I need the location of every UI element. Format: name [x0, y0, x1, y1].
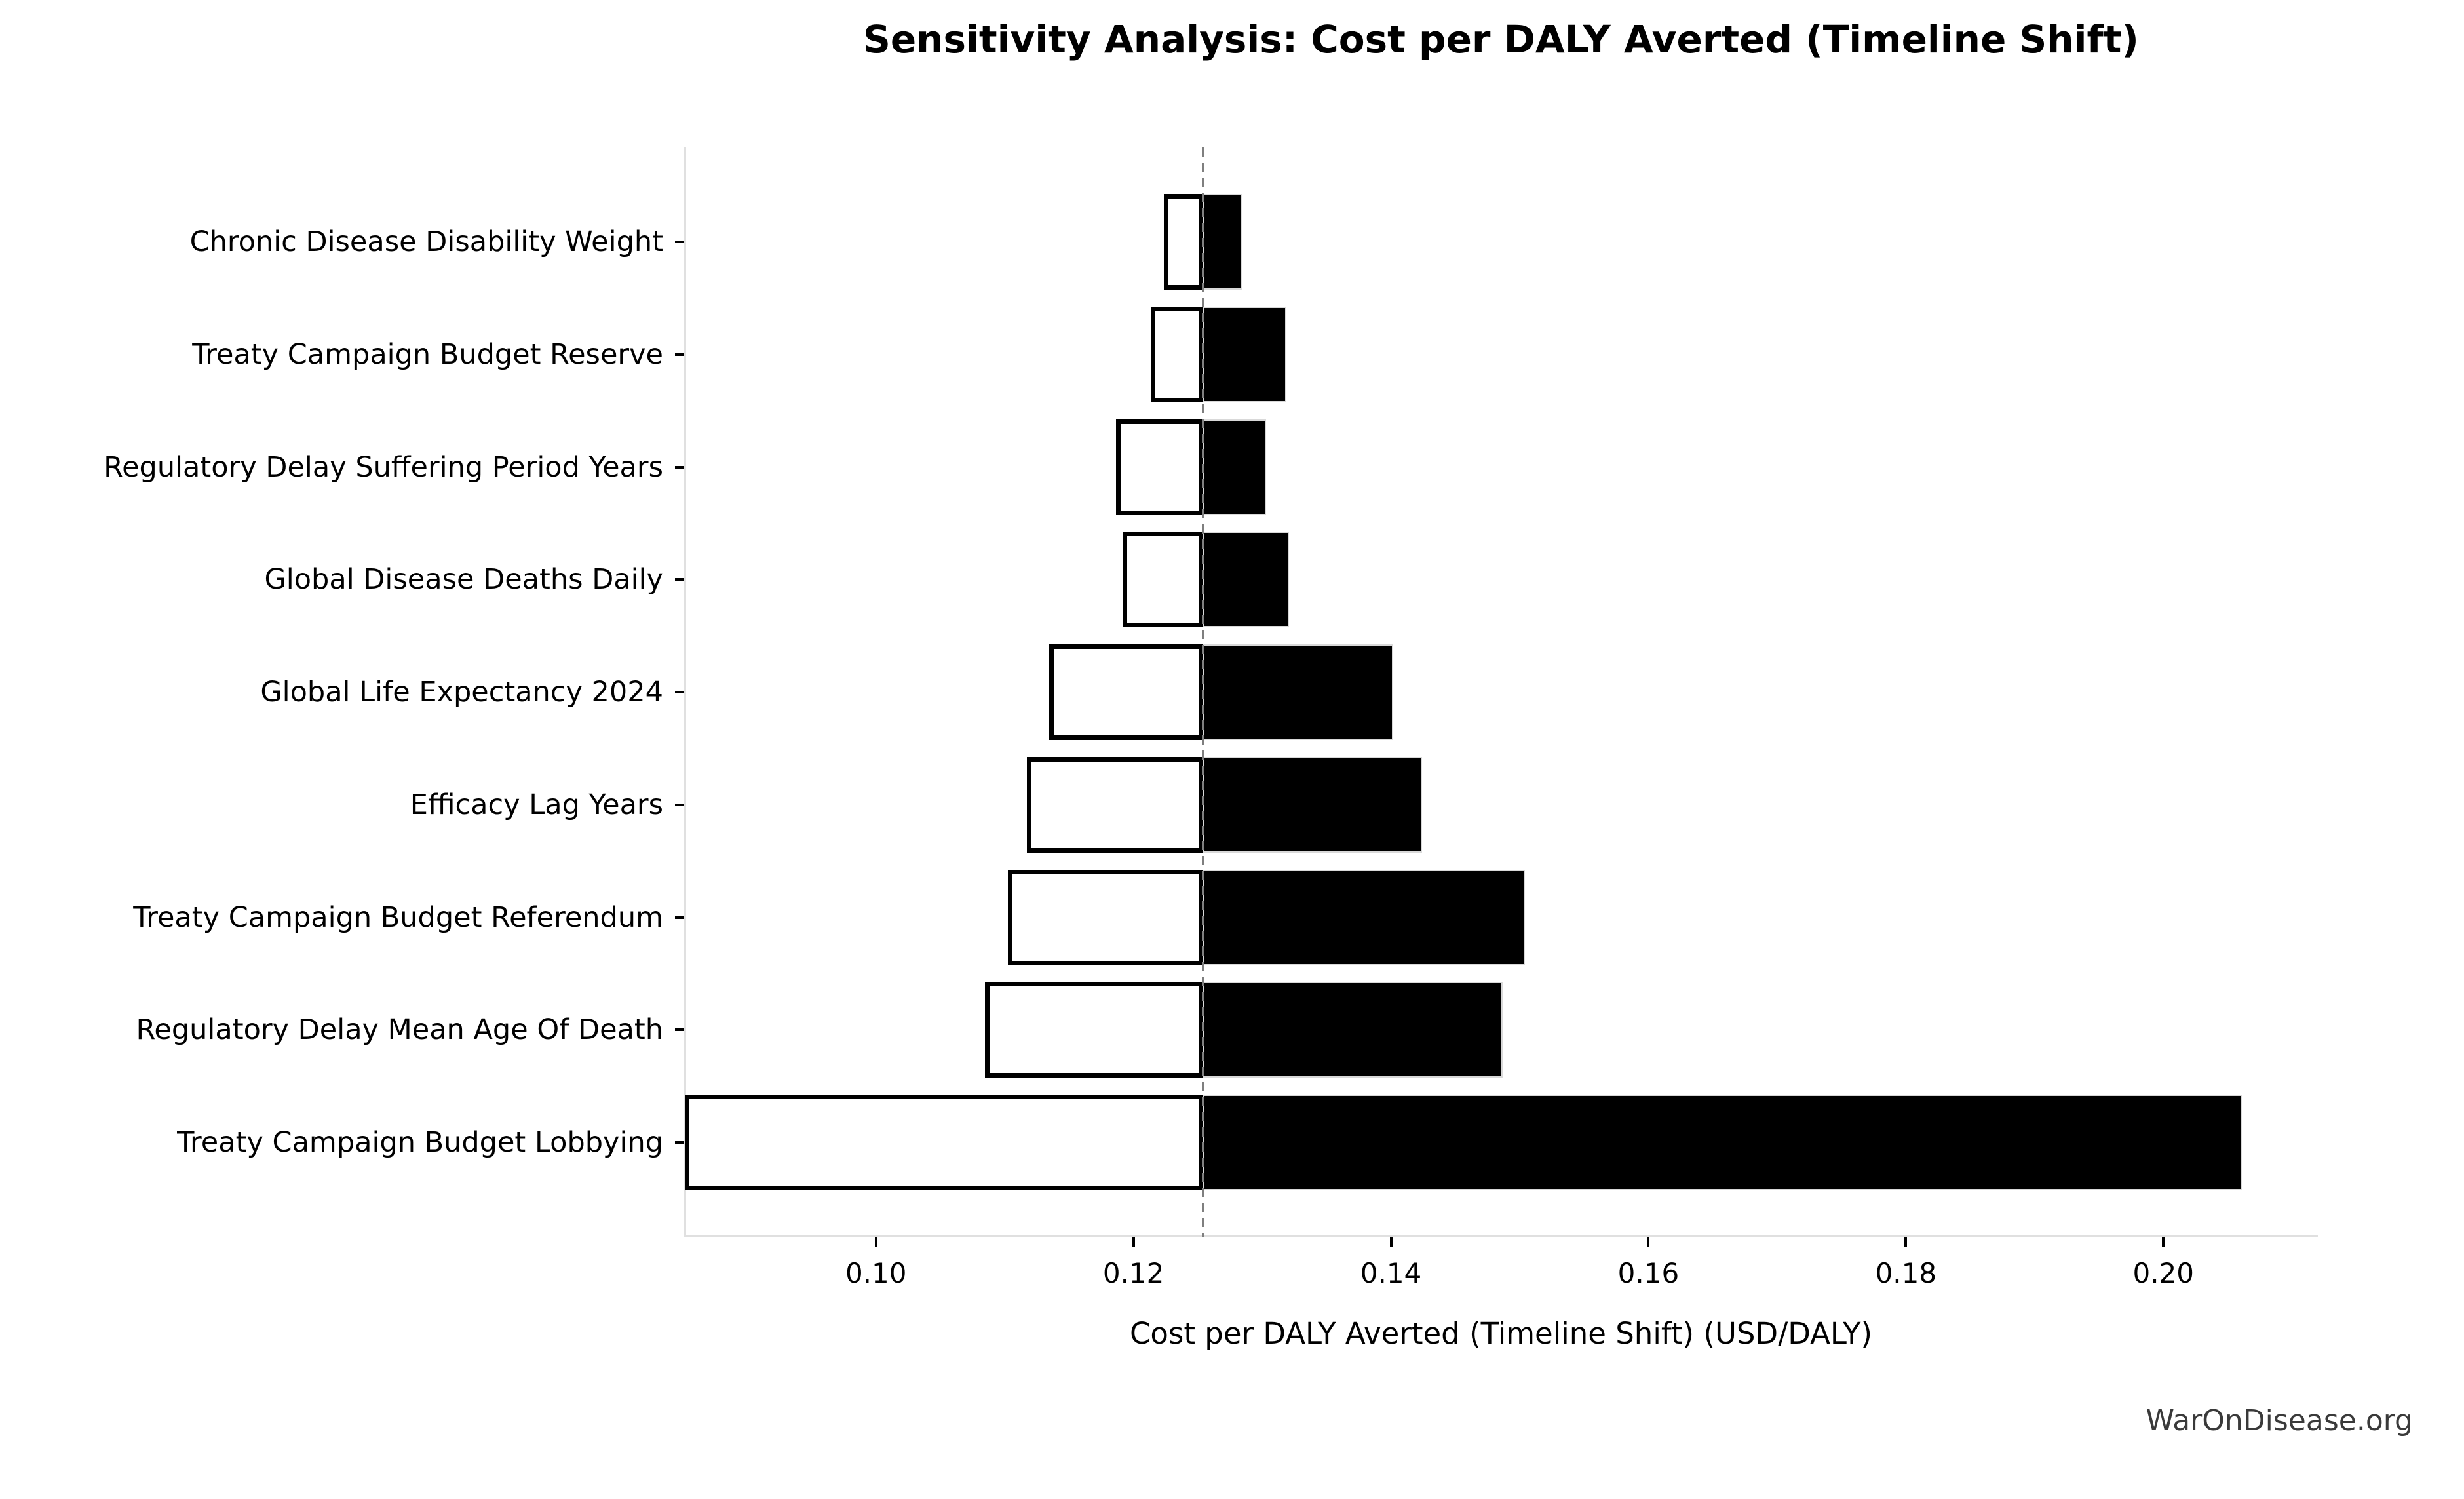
y-tick-label-1: Treaty Campaign Budget Reserve: [192, 338, 663, 371]
x-tick-mark-2: [1389, 1237, 1393, 1247]
y-tick-label-7: Regulatory Delay Mean Age Of Death: [136, 1013, 663, 1047]
y-tick-mark-4: [675, 691, 684, 693]
bar-low-2: [1116, 419, 1203, 515]
y-tick-mark-8: [675, 1141, 684, 1144]
y-tick-label-2: Regulatory Delay Suffering Period Years: [104, 450, 663, 484]
bar-low-5: [1027, 756, 1203, 853]
x-tick-mark-3: [1647, 1237, 1650, 1247]
y-tick-label-0: Chronic Disease Disability Weight: [189, 225, 663, 258]
bar-high-4: [1203, 644, 1394, 740]
x-tick-mark-5: [2162, 1237, 2165, 1247]
y-tick-mark-2: [675, 465, 684, 469]
bar-low-8: [684, 1095, 1203, 1190]
x-tick-label-2: 0.14: [1360, 1257, 1422, 1289]
y-tick-mark-6: [675, 916, 684, 919]
bar-low-3: [1122, 532, 1203, 628]
x-tick-label-0: 0.10: [845, 1257, 907, 1289]
y-tick-mark-1: [675, 353, 684, 356]
bar-high-6: [1203, 869, 1525, 965]
y-tick-mark-3: [675, 578, 684, 581]
y-tick-label-5: Efficacy Lag Years: [410, 788, 663, 821]
bar-low-0: [1163, 194, 1203, 290]
x-tick-mark-4: [1904, 1237, 1908, 1247]
y-tick-label-8: Treaty Campaign Budget Lobbying: [177, 1126, 663, 1159]
bar-low-7: [984, 982, 1203, 1078]
bar-high-8: [1203, 1095, 2243, 1190]
bar-low-1: [1151, 306, 1203, 402]
bar-high-7: [1203, 982, 1503, 1078]
watermark-text: WarOnDisease.org: [2146, 1404, 2413, 1437]
y-tick-label-6: Treaty Campaign Budget Referendum: [133, 901, 663, 934]
y-tick-mark-0: [675, 241, 684, 243]
y-tick-mark-5: [675, 803, 684, 806]
x-tick-label-1: 0.12: [1102, 1257, 1165, 1289]
x-tick-mark-1: [1132, 1237, 1135, 1247]
x-tick-mark-0: [874, 1237, 877, 1247]
x-axis-title: Cost per DALY Averted (Timeline Shift) (…: [1129, 1316, 1873, 1351]
y-tick-mark-7: [675, 1028, 684, 1032]
plot-area: [684, 147, 2318, 1237]
bar-low-6: [1008, 869, 1203, 965]
baseline-dashed-line: [1202, 147, 1204, 1237]
bar-high-1: [1203, 306, 1287, 402]
bar-high-5: [1203, 756, 1422, 853]
bar-high-0: [1203, 194, 1242, 290]
x-tick-label-4: 0.18: [1875, 1257, 1937, 1289]
bar-high-2: [1203, 419, 1266, 515]
y-tick-label-3: Global Disease Deaths Daily: [264, 563, 663, 596]
chart-title: Sensitivity Analysis: Cost per DALY Aver…: [863, 17, 2139, 62]
bar-low-4: [1049, 644, 1203, 740]
bar-high-3: [1203, 532, 1290, 628]
y-tick-label-4: Global Life Expectancy 2024: [260, 676, 663, 709]
x-tick-label-3: 0.16: [1617, 1257, 1680, 1289]
x-tick-label-5: 0.20: [2132, 1257, 2194, 1289]
